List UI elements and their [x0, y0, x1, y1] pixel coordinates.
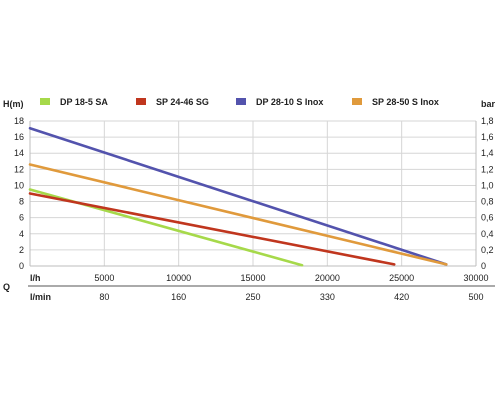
- y-right-unit-label: bar: [481, 99, 496, 109]
- y-right-tick-label: 0: [481, 261, 486, 271]
- y-right-tick-label: 0,6: [481, 213, 494, 223]
- y-right-tick-label: 0,8: [481, 197, 494, 207]
- x-tick-label-lh: 25000: [389, 273, 414, 283]
- y-left-tick-label: 0: [19, 261, 24, 271]
- q-label: Q: [3, 282, 10, 292]
- y-right-tick-label: 1,6: [481, 132, 494, 142]
- y-left-tick-label: 10: [14, 180, 24, 190]
- y-left-tick-label: 18: [14, 116, 24, 126]
- legend-label: SP 28-50 S Inox: [372, 97, 439, 107]
- legend-label: DP 18-5 SA: [60, 97, 108, 107]
- series-line: [28, 192, 396, 266]
- x-tick-label-lh: 30000: [463, 273, 488, 283]
- y-left-tick-label: 14: [14, 148, 24, 158]
- x-tick-label-lh: 10000: [166, 273, 191, 283]
- y-left-tick-label: 8: [19, 197, 24, 207]
- series-lines: [28, 126, 448, 267]
- x-tick-label-lmin: 160: [171, 292, 186, 302]
- x-tick-label-lh: 5000: [94, 273, 114, 283]
- x-tick-label-lmin: 80: [99, 292, 109, 302]
- y-right-tick-label: 1,8: [481, 116, 494, 126]
- y-left-tick-label: 4: [19, 229, 24, 239]
- legend-swatch: [236, 98, 246, 105]
- x-tick-label-lh: 15000: [240, 273, 265, 283]
- y-right-tick-label: 0,2: [481, 245, 494, 255]
- series-line: [28, 163, 448, 266]
- x-tick-label-lmin: 250: [245, 292, 260, 302]
- y-left-unit-label: H(m): [3, 99, 24, 109]
- y-right-tick-label: 0,4: [481, 229, 494, 239]
- legend: DP 18-5 SA SP 24-46 SG DP 28-10 S Inox SP 2…: [40, 97, 439, 107]
- y-left-tick-label: 6: [19, 213, 24, 223]
- x-unit-lh: l/h: [30, 273, 41, 283]
- axes: 0 2 4 6 8 10 12 14 16 18 0 0,2 0,4 0,6 0,8 1,0 1,2 1,4 1,6…: [14, 116, 494, 271]
- y-right-tick-label: 1,2: [481, 164, 494, 174]
- legend-swatch: [40, 98, 50, 105]
- y-right-tick-label: 1,4: [481, 148, 494, 158]
- legend-swatch: [136, 98, 146, 105]
- x-tick-label-lmin: 500: [468, 292, 483, 302]
- y-left-tick-label: 2: [19, 245, 24, 255]
- y-left-tick-label: 16: [14, 132, 24, 142]
- y-left-tick-label: 12: [14, 164, 24, 174]
- legend-label: DP 28-10 S Inox: [256, 97, 323, 107]
- series-line: [28, 126, 448, 266]
- legend-label: SP 24-46 SG: [156, 97, 209, 107]
- x-unit-lmin: l/min: [30, 292, 51, 302]
- legend-swatch: [352, 98, 362, 105]
- x-tick-label-lmin: 330: [320, 292, 335, 302]
- grid: [30, 120, 477, 267]
- x-tick-label-lh: 20000: [315, 273, 340, 283]
- x-tick-label-lmin: 420: [394, 292, 409, 302]
- y-right-tick-label: 1,0: [481, 180, 494, 190]
